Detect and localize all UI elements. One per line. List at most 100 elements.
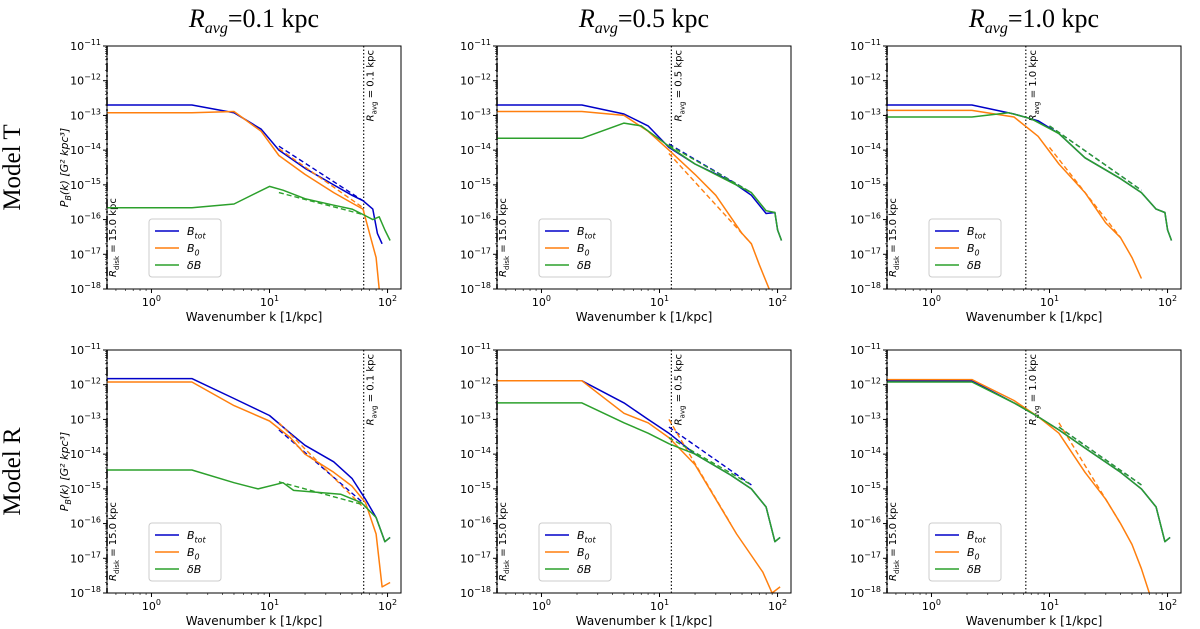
legend-box bbox=[928, 522, 1002, 582]
y-tick-label: 10−13 bbox=[850, 411, 881, 426]
y-tick-label: 10−13 bbox=[70, 411, 101, 426]
axes-frame bbox=[496, 349, 792, 594]
series-line-dB bbox=[887, 111, 1173, 241]
legend-label-dB: δB bbox=[187, 563, 201, 576]
y-tick-label: 10−16 bbox=[850, 516, 881, 531]
y-tick-label: 10−12 bbox=[70, 377, 101, 392]
series-line-B_tot bbox=[107, 377, 391, 543]
legend-label-dB: δB bbox=[577, 563, 591, 576]
legend-label-dB: δB bbox=[967, 259, 981, 272]
fit-line-B_tot bbox=[278, 429, 364, 504]
series-line-dB bbox=[887, 381, 1171, 543]
marker-label: Ravg = 0.5 kpc bbox=[673, 50, 686, 121]
y-tick-label: 10−13 bbox=[460, 107, 491, 122]
x-axis-label: Wavenumber k [1/kpc] bbox=[186, 310, 323, 324]
axes-frame bbox=[886, 45, 1182, 290]
axes-frame bbox=[106, 45, 402, 290]
x-axis-label: Wavenumber k [1/kpc] bbox=[186, 614, 323, 628]
y-tick-label: 10−11 bbox=[850, 38, 881, 53]
x-tick-label: 101 bbox=[1040, 598, 1059, 613]
y-tick-label: 10−18 bbox=[460, 281, 491, 296]
fit-line-dB bbox=[278, 191, 364, 216]
legend-label-B_0: B0​ bbox=[967, 546, 980, 561]
y-tick-label: 10−18 bbox=[70, 585, 101, 600]
row-title: Model R bbox=[0, 427, 26, 516]
y-tick-label: 10−18 bbox=[70, 281, 101, 296]
fit-line-B_tot bbox=[668, 426, 752, 486]
fit-line-B_0 bbox=[1048, 146, 1122, 239]
y-tick-label: 10−11 bbox=[460, 38, 491, 53]
fit-line-B_0 bbox=[668, 419, 732, 524]
series-line-dB bbox=[107, 469, 391, 543]
series-line-B_tot bbox=[497, 380, 781, 543]
fit-line-B_0 bbox=[668, 153, 752, 245]
x-tick-label: 100 bbox=[142, 294, 161, 309]
series-line-B_0 bbox=[887, 109, 1143, 279]
panel-0-1: Rdisk = 15.0 kpc Ravg = 0.5 kpc 10−18 10−17… bbox=[460, 38, 792, 324]
x-tick-label: 100 bbox=[922, 294, 941, 309]
x-tick-label: 101 bbox=[1040, 294, 1059, 309]
marker-label: Ravg = 1.0 kpc bbox=[1028, 50, 1041, 121]
marker-label: Rdisk = 15.0 kpc bbox=[498, 502, 511, 581]
legend-label-B_0: B0​ bbox=[577, 546, 590, 561]
panel-1-2: Rdisk = 15.0 kpc Ravg = 1.0 kpc 10−18 10−17… bbox=[850, 342, 1182, 628]
x-tick-label: 101 bbox=[650, 598, 669, 613]
x-tick-label: 100 bbox=[532, 598, 551, 613]
y-tick-label: 10−14 bbox=[850, 446, 881, 461]
x-axis-label: Wavenumber k [1/kpc] bbox=[576, 614, 713, 628]
y-tick-label: 10−11 bbox=[70, 342, 101, 357]
marker-label: Rdisk = 15.0 kpc bbox=[108, 198, 121, 277]
y-axis-label: PB(k) [G² kpc³] bbox=[58, 432, 73, 511]
y-tick-label: 10−13 bbox=[850, 107, 881, 122]
panel-1-0: Rdisk = 15.0 kpc Ravg = 0.1 kpc 10−18 10−17… bbox=[58, 342, 402, 628]
legend: Btot​ B0​ δB bbox=[148, 218, 222, 278]
x-tick-label: 102 bbox=[1158, 294, 1177, 309]
y-tick-label: 10−17 bbox=[850, 550, 881, 565]
y-tick-label: 10−17 bbox=[460, 550, 491, 565]
legend: Btot​ B0​ δB bbox=[148, 522, 222, 582]
x-axis-label: Wavenumber k [1/kpc] bbox=[966, 614, 1103, 628]
series-line-B_0 bbox=[497, 110, 770, 289]
legend-box bbox=[538, 218, 612, 278]
y-tick-label: 10−16 bbox=[70, 212, 101, 227]
y-tick-label: 10−18 bbox=[460, 585, 491, 600]
row-title: Model T bbox=[0, 124, 26, 210]
y-axis-label: PB(k) [G² kpc³] bbox=[58, 128, 73, 207]
panel-0-2: Rdisk = 15.0 kpc Ravg = 1.0 kpc 10−18 10−17… bbox=[850, 38, 1182, 324]
y-tick-label: 10−14 bbox=[70, 446, 101, 461]
series-line-dB bbox=[497, 122, 783, 241]
x-tick-label: 101 bbox=[260, 598, 279, 613]
fit-line-dB bbox=[1049, 125, 1142, 191]
x-axis-label: Wavenumber k [1/kpc] bbox=[966, 310, 1103, 324]
x-tick-label: 100 bbox=[532, 294, 551, 309]
legend-label-B_tot: Btot​ bbox=[187, 225, 206, 240]
panel-1-1: Rdisk = 15.0 kpc Ravg = 0.5 kpc 10−18 10−17… bbox=[460, 342, 792, 628]
legend-box bbox=[148, 218, 222, 278]
y-tick-label: 10−11 bbox=[460, 342, 491, 357]
legend-label-B_0: B0​ bbox=[967, 242, 980, 257]
axes-frame bbox=[106, 349, 402, 594]
y-tick-label: 10−12 bbox=[850, 377, 881, 392]
x-axis-label: Wavenumber k [1/kpc] bbox=[576, 310, 713, 324]
series-line-B_0 bbox=[887, 378, 1151, 593]
y-tick-label: 10−15 bbox=[70, 177, 101, 192]
marker-label: Ravg = 0.5 kpc bbox=[673, 354, 686, 425]
x-tick-label: 102 bbox=[1158, 598, 1177, 613]
series-line-B_tot bbox=[107, 104, 383, 245]
x-tick-label: 100 bbox=[142, 598, 161, 613]
y-tick-label: 10−17 bbox=[70, 550, 101, 565]
fit-line-dB bbox=[1058, 426, 1142, 486]
panel-0-0: Rdisk = 15.0 kpc Ravg = 0.1 kpc 10−18 10−17… bbox=[58, 38, 402, 324]
y-tick-label: 10−15 bbox=[460, 177, 491, 192]
legend-label-B_0: B0​ bbox=[577, 242, 590, 257]
marker-label: Ravg = 0.1 kpc bbox=[366, 50, 379, 121]
series-line-dB bbox=[107, 185, 391, 241]
legend: Btot​ B0​ δB bbox=[928, 218, 1002, 278]
y-tick-label: 10−11 bbox=[850, 342, 881, 357]
y-tick-label: 10−14 bbox=[460, 446, 491, 461]
y-tick-label: 10−12 bbox=[460, 377, 491, 392]
fit-line-B_0 bbox=[278, 422, 364, 508]
x-tick-label: 101 bbox=[260, 294, 279, 309]
marker-label: Ravg = 0.1 kpc bbox=[366, 354, 379, 425]
x-tick-label: 102 bbox=[768, 294, 787, 309]
